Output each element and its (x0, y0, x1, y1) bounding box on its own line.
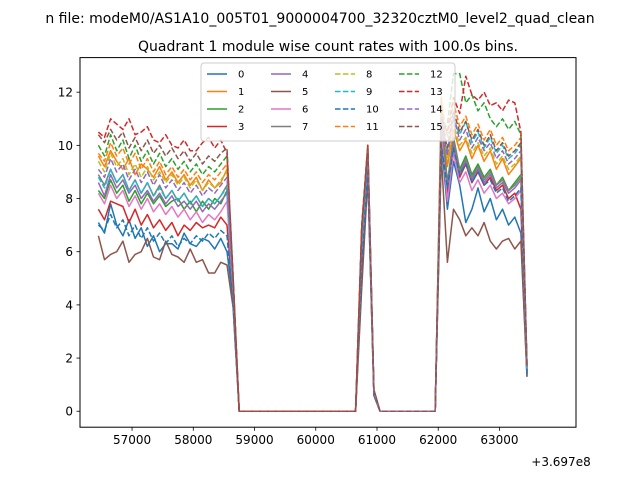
legend-label-3: 3 (238, 122, 244, 133)
legend-label-1: 1 (238, 87, 244, 98)
legend-box (200, 62, 456, 142)
chart-title: Quadrant 1 module wise count rates with … (138, 39, 518, 55)
y-tick-label: 8 (65, 192, 73, 206)
series-line-1 (97, 96, 528, 412)
y-tick-label: 6 (65, 245, 73, 259)
x-tick-label: 57000 (113, 433, 151, 447)
legend-label-8: 8 (366, 70, 372, 81)
series-line-9 (97, 110, 528, 412)
series-line-8 (97, 107, 528, 412)
y-tick-label: 0 (65, 405, 73, 419)
series-line-11 (97, 102, 528, 412)
legend-label-6: 6 (302, 105, 308, 116)
figure-suptitle: n file: modeM0/AS1A10_005T01_9000004700_… (45, 11, 594, 27)
legend-label-15: 15 (430, 122, 443, 133)
legend-label-4: 4 (302, 70, 308, 81)
legend-label-11: 11 (366, 122, 379, 133)
x-offset-text: +3.697e8 (531, 455, 590, 469)
x-tick-label: 62000 (419, 433, 457, 447)
series-line-2 (97, 112, 528, 412)
legend-label-0: 0 (238, 70, 244, 81)
x-tick-label: 61000 (358, 433, 396, 447)
y-tick-label: 4 (65, 298, 73, 312)
legend-label-13: 13 (430, 87, 443, 98)
x-tick-label: 60000 (297, 433, 335, 447)
legend-label-2: 2 (238, 105, 244, 116)
y-tick-label: 12 (58, 86, 73, 100)
legend-label-7: 7 (302, 122, 308, 133)
y-tick-label: 10 (58, 139, 73, 153)
y-tick-label: 2 (65, 352, 73, 366)
series-line-10 (97, 144, 528, 412)
legend-label-10: 10 (366, 105, 379, 116)
legend-label-14: 14 (430, 105, 443, 116)
x-tick-label: 63000 (480, 433, 518, 447)
legend-label-9: 9 (366, 87, 372, 98)
series-line-15 (97, 110, 528, 412)
legend-label-12: 12 (430, 70, 443, 81)
axes: 57000 58000 59000 60000 61000 62000 63000 0 2 4 6 8… (58, 86, 519, 448)
x-tick-label: 58000 (174, 433, 212, 447)
plot-area (97, 72, 528, 412)
axes-frame (79, 57, 577, 428)
x-tick-label: 59000 (235, 433, 273, 447)
legend-label-5: 5 (302, 87, 308, 98)
